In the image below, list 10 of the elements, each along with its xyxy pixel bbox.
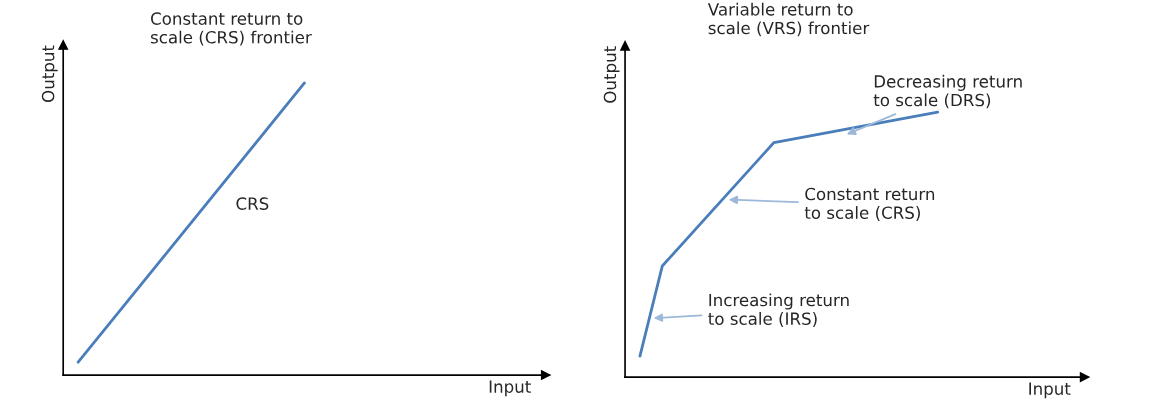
x-axis-title: Input [1029, 382, 1071, 399]
x-axis-title: Input [489, 380, 531, 397]
annotation: Increasing return to scale (IRS) [708, 293, 849, 327]
y-axis-title: Output [603, 46, 620, 103]
y-axis-title: Output [41, 45, 58, 102]
annotation: CRS [236, 197, 269, 210]
chart-title: Constant return to scale (CRS) frontier [150, 12, 312, 46]
annotation: Constant return to scale (CRS) [804, 187, 935, 221]
text: Decreasing return to scale (DRS) [873, 74, 1022, 109]
chart-title: Variable return to scale (VRS) frontier [707, 2, 870, 37]
